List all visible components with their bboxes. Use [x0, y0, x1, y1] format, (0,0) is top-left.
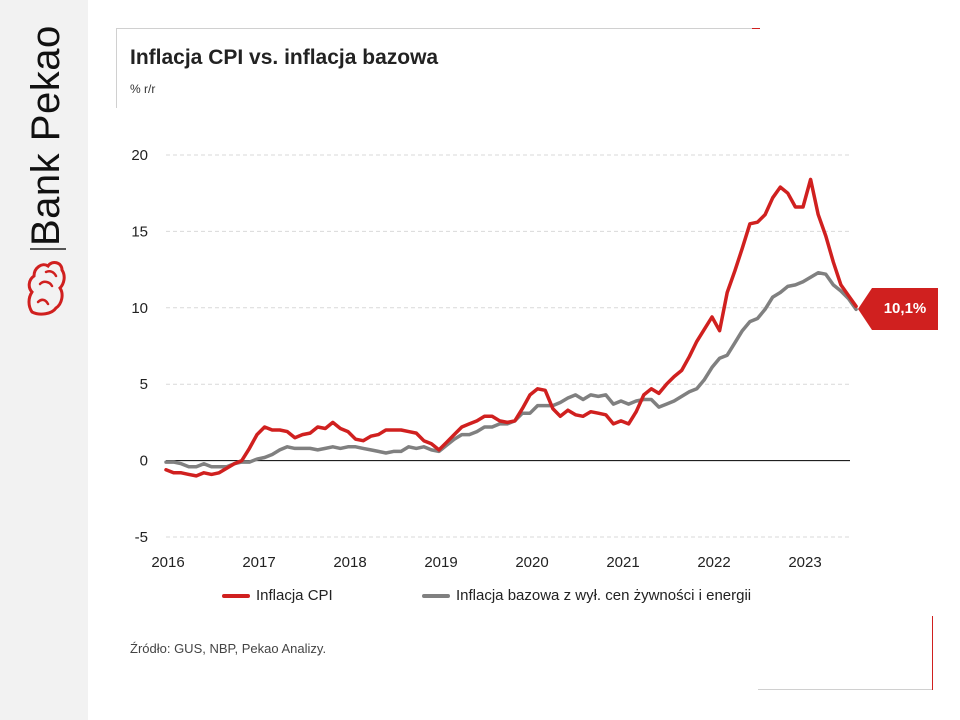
frame-bottom-border	[758, 689, 933, 690]
y-tick-label: 10	[131, 300, 148, 317]
x-tick-label: 2017	[242, 554, 275, 571]
series-line-cpi	[164, 177, 858, 478]
legend-label-core: Inflacja bazowa z wył. cen żywności i en…	[456, 587, 752, 604]
y-axis-ticks: -5 0 5 10 15 20	[131, 147, 148, 546]
y-tick-label: 15	[131, 223, 148, 240]
pekao-bison-icon	[27, 261, 66, 316]
y-tick-label: 20	[131, 147, 148, 164]
frame-top-border	[116, 28, 756, 29]
frame-right-accent	[932, 616, 933, 690]
x-axis-ticks: 2016 2017 2018 2019 2020 2021 2022 2023	[151, 554, 821, 571]
legend-item-cpi: Inflacja CPI	[222, 587, 333, 604]
y-tick-label: 0	[140, 453, 148, 470]
series-line-core	[164, 270, 858, 469]
last-value-callout: 10,1%	[858, 288, 938, 330]
brand-sidebar: Bank Pekao	[0, 0, 88, 720]
x-tick-label: 2019	[424, 554, 457, 571]
legend-label-cpi: Inflacja CPI	[256, 587, 333, 604]
x-tick-label: 2016	[151, 554, 184, 571]
chart-title: Inflacja CPI vs. inflacja bazowa	[130, 46, 439, 69]
x-tick-label: 2020	[515, 554, 548, 571]
grid-lines	[166, 154, 850, 538]
callout-arrow	[858, 288, 872, 330]
legend-swatch-cpi	[222, 593, 250, 598]
series-lines	[164, 177, 858, 478]
callout-value: 10,1%	[883, 300, 927, 317]
chart-unit: % r/r	[130, 82, 156, 96]
legend-swatch-core	[422, 593, 450, 598]
frame-top-accent	[752, 28, 760, 29]
x-tick-label: 2018	[333, 554, 366, 571]
y-tick-label: 5	[140, 376, 148, 393]
source-note: Źródło: GUS, NBP, Pekao Analizy.	[130, 641, 327, 656]
frame-left-border	[116, 28, 117, 108]
brand-separator	[30, 248, 66, 250]
callout-background	[872, 288, 938, 330]
x-tick-label: 2022	[697, 554, 730, 571]
legend-item-core: Inflacja bazowa z wył. cen żywności i en…	[422, 587, 751, 604]
x-tick-label: 2021	[606, 554, 639, 571]
y-tick-label: -5	[135, 529, 148, 546]
x-tick-label: 2023	[788, 554, 821, 571]
